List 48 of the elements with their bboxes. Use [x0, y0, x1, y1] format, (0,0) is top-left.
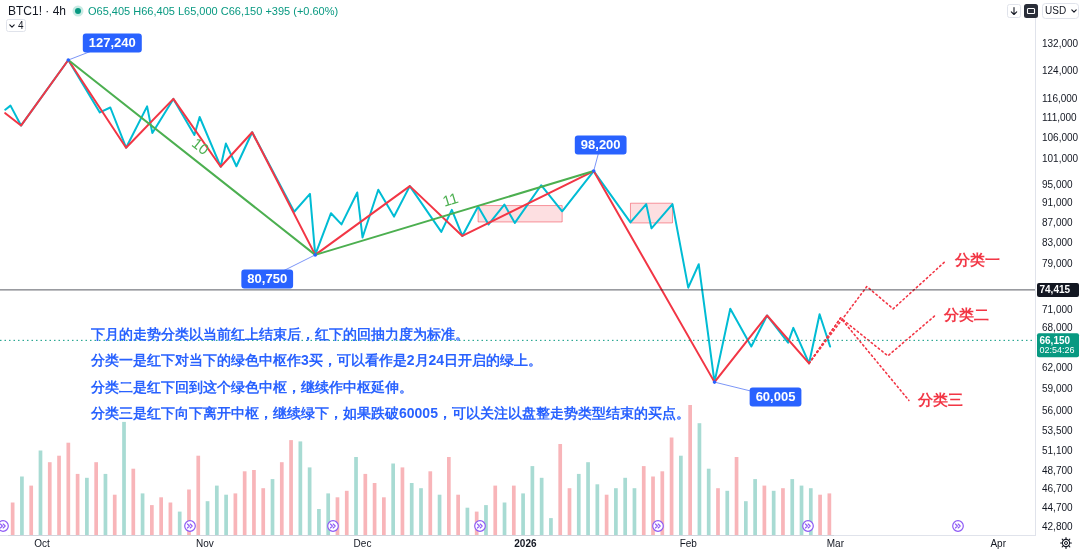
series-label: 分类一 [953, 251, 1000, 269]
annotation: 4 [18, 19, 24, 31]
x-tick-label: Dec [353, 537, 372, 549]
y-tick-label: 116,000 [1042, 93, 1078, 105]
y-tick-label: 59,000 [1042, 383, 1074, 395]
y-tick-label: 132,000 [1042, 38, 1079, 50]
y-tick-label: 106,000 [1042, 132, 1079, 144]
y-tick-label: 62,000 [1042, 361, 1074, 373]
y-tick-label: 68,000 [1042, 322, 1074, 334]
ref-line-label: 66,150 02:54:26 [1039, 334, 1075, 356]
y-tick-label: 53,500 [1042, 425, 1074, 437]
y-tick-label: 111,000 [1042, 112, 1078, 124]
y-tick-label: 79,000 [1042, 258, 1074, 270]
annotation: 分类三是红下向下离开中枢，继续绿下，如果跌破60005，可以关注以盘整走势类型结束的买点。 [90, 405, 690, 422]
text: 10 [188, 134, 213, 159]
annotation: 80,750 [247, 270, 288, 286]
y-tick-label: 124,000 [1042, 64, 1079, 76]
y-tick-label: 91,000 [1042, 197, 1074, 209]
x-tick-label: Apr [990, 537, 1007, 549]
text: 11 [440, 188, 461, 210]
y-tick-label: 95,000 [1042, 178, 1074, 190]
y-tick-label: 101,000 [1042, 152, 1079, 164]
annotation: 60,005 [755, 389, 796, 405]
annotation: 下月的走势分类以当前红上结束后，红下的回抽力度为标准。 [90, 325, 469, 342]
text: USD [1045, 5, 1067, 17]
y-tick-label: 42,800 [1042, 520, 1074, 532]
y-tick-label: 48,700 [1042, 465, 1074, 477]
y-tick-label: 44,700 [1042, 502, 1074, 514]
y-tick-label: 46,700 [1042, 483, 1074, 495]
ref-line-label: 74,415 [1039, 284, 1071, 296]
x-tick-label: Feb [679, 537, 698, 549]
y-tick-label: 51,100 [1042, 444, 1074, 456]
x-tick-label: Mar [826, 537, 845, 549]
series-label: 分类三 [916, 390, 963, 408]
y-tick-label: 83,000 [1042, 236, 1074, 248]
series-label: 分类二 [943, 305, 990, 323]
chart-subtitle: O65,405 H66,405 L65,000 C66,150 +395 (+0.60%) [88, 4, 339, 17]
annotation: 98,200 [580, 137, 621, 153]
x-tick-label: 2026 [514, 537, 537, 549]
y-tick-label: 71,000 [1042, 303, 1074, 315]
x-tick-label: Oct [34, 537, 51, 549]
annotation: 127,240 [88, 35, 136, 51]
y-tick-label: 56,000 [1042, 405, 1074, 417]
annotation: 分类一是红下对当下的绿色中枢作3买，可以看作是2月24日开启的绿上。 [90, 352, 543, 369]
x-tick-label: Nov [196, 537, 214, 549]
y-tick-label: 87,000 [1042, 216, 1074, 228]
annotation: 分类二是红下回到这个绿色中枢，继续作中枢延伸。 [90, 378, 413, 395]
chart-title: BTC1! · 4h [8, 3, 67, 18]
